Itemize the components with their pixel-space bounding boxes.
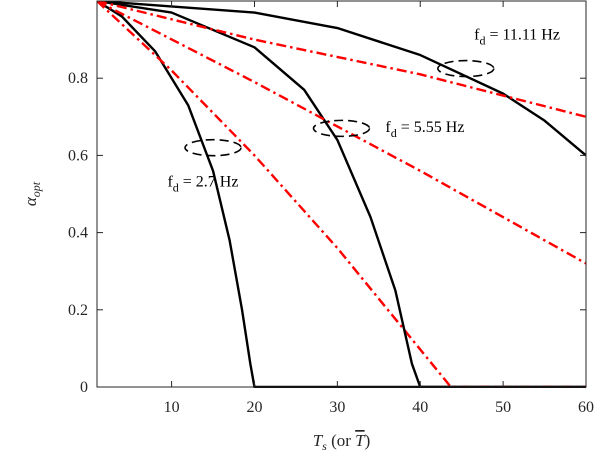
series-line-5: [97, 1, 586, 157]
y-axis-title: αopt: [21, 181, 43, 206]
series-line-2: [97, 1, 586, 388]
series-line-4: [97, 1, 586, 265]
y-tick-label: 0.6: [68, 147, 88, 164]
x-tick-label: 50: [495, 399, 511, 416]
series-line-3: [97, 1, 586, 388]
y-tick-label: 0: [80, 379, 88, 396]
annotation-ellipse-2: [312, 119, 371, 138]
y-tick-label: 0.8: [68, 70, 88, 87]
series-layer: [97, 1, 586, 388]
plot-frame: [96, 0, 587, 388]
axes-layer: 10 20 30 40 50 60 0 0.2 0.4 0.6 0.8 Ts (or T) αopt: [21, 0, 594, 453]
y-tick-label: 0.2: [68, 302, 88, 319]
x-tick-label: 40: [412, 399, 428, 416]
series-line-1: [97, 1, 586, 388]
x-axis-title: Ts (or T): [313, 431, 371, 453]
series-line-6: [97, 1, 586, 118]
annotation-label-3: fd = 11.11 Hz: [474, 27, 560, 48]
annotation-ellipse-3: [437, 59, 495, 78]
x-tick-label: 20: [246, 399, 262, 416]
annotation-layer: fd = 2.7 Hz fd = 5.55 Hz fd = 11.11 Hz: [167, 27, 559, 195]
annotation-label-2: fd = 5.55 Hz: [385, 119, 464, 140]
y-tick-label: 0.4: [68, 225, 88, 242]
x-tick-label: 10: [164, 399, 180, 416]
x-tick-label: 30: [329, 399, 345, 416]
x-tick-label: 60: [578, 399, 594, 416]
annotation-label-1: fd = 2.7 Hz: [167, 173, 238, 194]
annotation-ellipse-1: [184, 138, 242, 157]
